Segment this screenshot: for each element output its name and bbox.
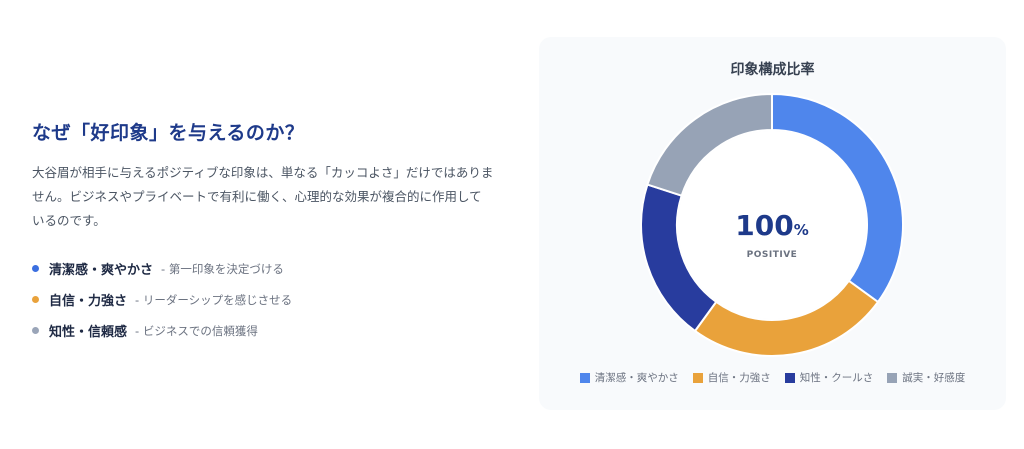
bullet-list: 清潔感・爽やかさ - 第一印象を決定づける 自信・力強さ - リーダーシップを感… — [32, 253, 502, 346]
chart-title: 印象構成比率 — [730, 62, 815, 78]
donut-chart — [640, 92, 904, 357]
bullet-dot-icon — [32, 296, 39, 303]
legend-swatch-icon — [692, 372, 703, 383]
bullet-label: 清潔感・爽やかさ — [49, 263, 154, 278]
legend-item: 知性・クールさ — [784, 370, 874, 385]
donut-slice — [771, 92, 904, 304]
bullet-sub: - ビジネスでの信頼獲得 — [135, 323, 258, 338]
center-label: POSITIVE — [746, 250, 798, 260]
legend-label: 自信・力強さ — [707, 372, 771, 384]
chart-legend: 清潔感・爽やかさ 自信・力強さ 知性・クールさ 誠実・好感度 — [539, 370, 1006, 385]
center-number: 100 — [735, 209, 794, 242]
legend-label: 知性・クールさ — [799, 372, 874, 384]
center-value: 100% — [722, 209, 822, 242]
intro-section: なぜ「好印象」を与えるのか？ 大谷眉が相手に与えるポジティブな印象は、単なる「カ… — [32, 118, 502, 346]
legend-item: 清潔感・爽やかさ — [579, 370, 679, 385]
list-item: 知性・信頼感 - ビジネスでの信頼獲得 — [32, 315, 502, 346]
section-heading: なぜ「好印象」を与えるのか？ — [32, 122, 305, 144]
legend-swatch-icon — [887, 372, 898, 383]
donut-slice — [646, 92, 773, 197]
chart-card: 印象構成比率 100% POSITIVE 清潔感・爽やかさ 自信・力強さ 知性・クー… — [539, 37, 1006, 410]
list-item: 自信・力強さ - リーダーシップを感じさせる — [32, 284, 502, 315]
legend-label: 誠実・好感度 — [902, 372, 966, 384]
donut-hole — [678, 131, 866, 319]
bullet-dot-icon — [32, 265, 39, 272]
bullet-label: 自信・力強さ — [49, 294, 128, 309]
bullet-label: 知性・信頼感 — [49, 325, 128, 340]
list-item: 清潔感・爽やかさ - 第一印象を決定づける — [32, 253, 502, 284]
bullet-dot-icon — [32, 327, 39, 334]
legend-item: 誠実・好感度 — [887, 370, 965, 385]
legend-swatch-icon — [784, 372, 795, 383]
legend-swatch-icon — [579, 372, 590, 383]
bullet-sub: - 第一印象を決定づける — [161, 261, 284, 276]
legend-item: 自信・力強さ — [692, 370, 771, 385]
bullet-sub: - リーダーシップを感じさせる — [135, 292, 293, 307]
legend-label: 清潔感・爽やかさ — [594, 372, 679, 384]
section-description: 大谷眉が相手に与えるポジティブな印象は、単なる「カッコよさ」だけではありません。… — [32, 165, 494, 228]
center-unit: % — [793, 221, 809, 239]
